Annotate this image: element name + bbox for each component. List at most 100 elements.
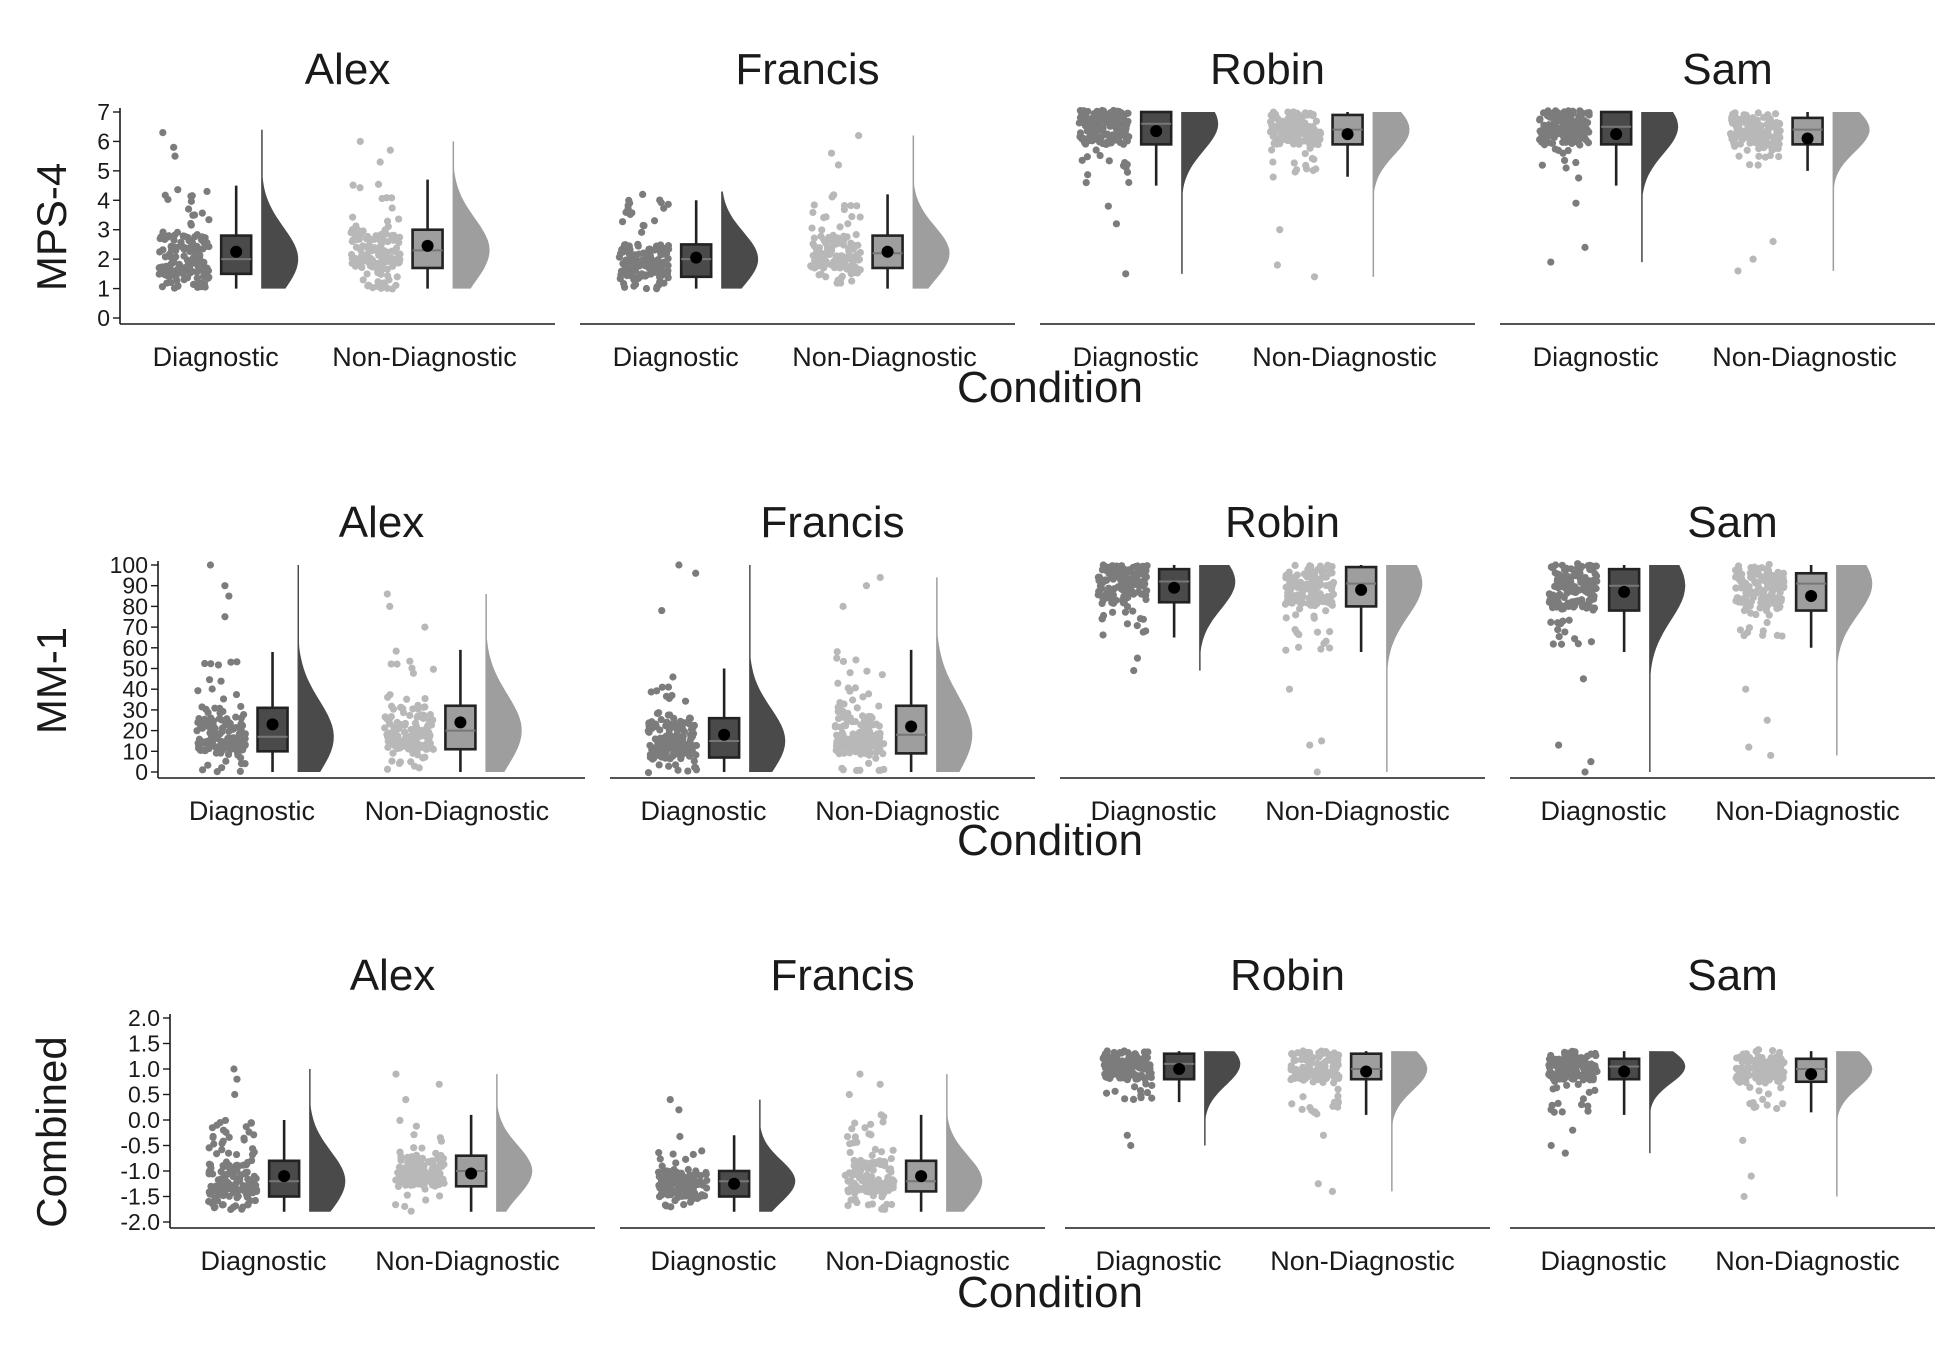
data-point — [1116, 138, 1124, 147]
outlier-point — [231, 1090, 239, 1099]
data-point — [397, 1155, 405, 1163]
y-tick-label: 10 — [122, 738, 148, 764]
rain-points — [205, 1065, 261, 1214]
data-point — [1123, 136, 1131, 144]
outlier-point — [1769, 237, 1777, 246]
data-point — [1779, 1073, 1787, 1081]
data-point — [1116, 1049, 1124, 1057]
data-point — [1747, 609, 1755, 617]
data-point — [233, 1194, 241, 1202]
data-point — [164, 195, 172, 204]
rain-points — [1545, 1047, 1601, 1157]
outlier-point — [658, 606, 666, 615]
data-point — [1107, 1053, 1115, 1061]
data-point — [859, 738, 867, 746]
data-point — [1295, 111, 1303, 119]
outlier-point — [221, 582, 229, 590]
data-point — [435, 1192, 444, 1200]
data-point — [398, 1177, 407, 1186]
data-point — [1563, 1081, 1571, 1089]
data-point — [841, 738, 849, 747]
data-point — [381, 724, 389, 732]
data-point — [632, 253, 640, 261]
outlier-point — [666, 1096, 674, 1104]
data-point — [186, 244, 194, 252]
data-point — [1129, 1095, 1138, 1103]
data-point — [167, 242, 175, 250]
x-tick-label: Diagnostic — [1073, 342, 1199, 372]
half-violin — [1204, 1051, 1241, 1146]
data-point — [214, 661, 223, 669]
data-point — [1116, 574, 1124, 582]
data-point — [659, 1189, 668, 1197]
panel-title: Francis — [760, 498, 904, 547]
outlier-point — [827, 149, 836, 157]
data-point — [1076, 129, 1085, 137]
data-point — [689, 1150, 697, 1159]
data-point — [392, 256, 400, 264]
data-point — [1321, 1071, 1329, 1079]
data-point — [1754, 161, 1762, 169]
data-point — [818, 226, 826, 234]
data-point — [1576, 141, 1584, 149]
x-tick-label: Diagnostic — [153, 342, 279, 372]
data-point — [1281, 600, 1290, 608]
data-point — [1290, 112, 1298, 120]
data-point — [209, 740, 217, 748]
x-tick-label: Non-Diagnostic — [792, 342, 977, 372]
data-point — [871, 1145, 879, 1153]
x-tick-label: Non-Diagnostic — [815, 796, 1000, 826]
data-point — [1312, 117, 1321, 125]
data-point — [1736, 140, 1744, 148]
data-point — [848, 1125, 856, 1133]
data-point — [665, 762, 673, 770]
data-point — [388, 194, 396, 202]
data-point — [1560, 566, 1569, 574]
outlier-point — [1123, 1131, 1131, 1139]
data-point — [358, 263, 366, 272]
data-point — [873, 1183, 882, 1192]
data-point — [227, 1205, 235, 1214]
data-point — [413, 739, 421, 747]
group-non-diagnostic: Non-Diagnostic — [825, 1070, 1010, 1276]
data-point — [1733, 1054, 1741, 1062]
data-point — [165, 265, 173, 273]
data-point — [1769, 1047, 1777, 1055]
data-point — [1125, 1072, 1133, 1080]
rain-points — [347, 137, 404, 293]
data-point — [1121, 1095, 1129, 1103]
data-point — [1538, 161, 1546, 169]
outlier-point — [1745, 743, 1753, 751]
data-point — [865, 690, 873, 698]
panel-sam: Sam Diagnostic Non-Diagnostic — [1510, 498, 1935, 826]
data-point — [422, 1196, 430, 1204]
x-tick-label: Non-Diagnostic — [332, 342, 517, 372]
data-point — [1288, 1100, 1296, 1108]
y-tick-label: 4 — [97, 187, 110, 213]
data-point — [836, 223, 844, 231]
data-point — [1583, 588, 1591, 596]
data-point — [395, 1163, 404, 1171]
data-point — [837, 237, 845, 245]
data-point — [1556, 601, 1564, 609]
data-point — [399, 705, 407, 713]
data-point — [225, 1184, 234, 1192]
data-point — [865, 727, 873, 735]
data-point — [1752, 1047, 1760, 1055]
data-point — [1290, 1056, 1298, 1064]
y-tick-label: 50 — [122, 656, 148, 682]
data-point — [232, 713, 240, 721]
data-point — [1748, 121, 1756, 130]
data-point — [846, 749, 854, 757]
data-point — [646, 751, 654, 759]
data-point — [421, 694, 429, 703]
data-point — [211, 724, 219, 733]
data-point — [851, 684, 860, 692]
data-point — [1554, 619, 1562, 627]
mean-dot — [266, 718, 279, 731]
data-point — [1084, 171, 1092, 179]
data-point — [1316, 575, 1324, 583]
data-point — [1143, 587, 1151, 595]
data-point — [1143, 1088, 1152, 1097]
data-point — [1751, 577, 1759, 586]
